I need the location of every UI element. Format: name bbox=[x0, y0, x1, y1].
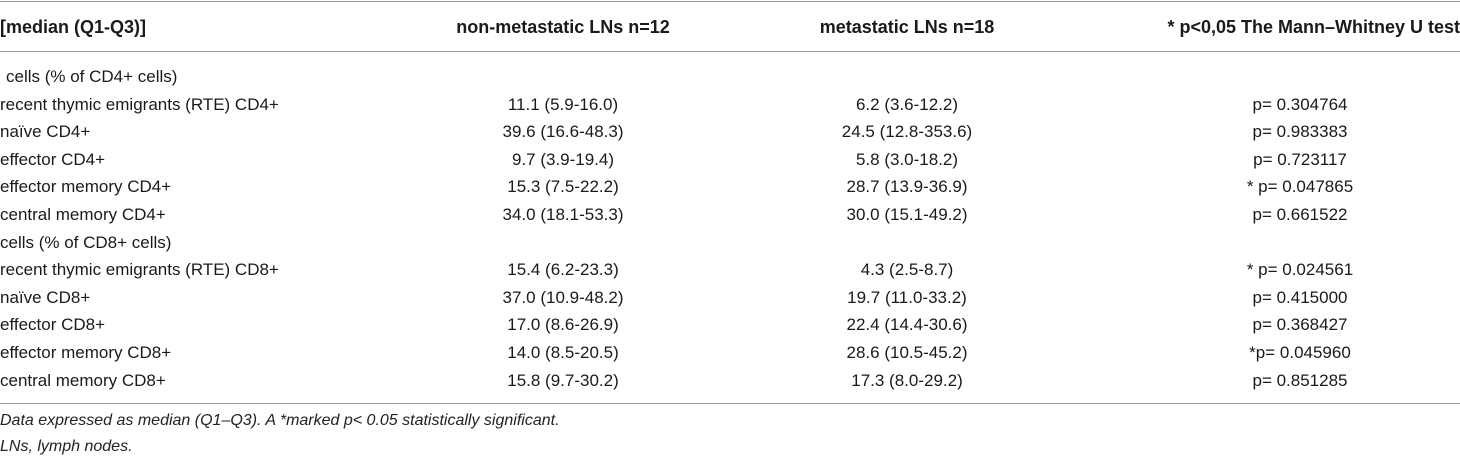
table-row: central memory CD4+ 34.0 (18.1-53.3) 30.… bbox=[0, 201, 1460, 229]
p-value: * p= 0.047865 bbox=[1246, 177, 1354, 197]
table-row: effector memory CD4+ 15.3 (7.5-22.2) 28.… bbox=[0, 173, 1460, 201]
header-median: [median (Q1-Q3)] bbox=[0, 17, 147, 37]
row-label: naïve CD8+ bbox=[0, 287, 91, 307]
non-metastatic-value: 15.4 (6.2-23.3) bbox=[507, 260, 619, 280]
footnote-abbreviation: LNs, lymph nodes. bbox=[0, 438, 133, 455]
metastatic-value: 22.4 (14.4-30.6) bbox=[846, 315, 968, 335]
header-non-metastatic: non-metastatic LNs n=12 bbox=[456, 17, 670, 37]
table-top-rule bbox=[0, 1, 1460, 2]
metastatic-value: 28.7 (13.9-36.9) bbox=[846, 177, 968, 197]
p-value: p= 0.415000 bbox=[1252, 287, 1348, 307]
metastatic-value: 30.0 (15.1-49.2) bbox=[846, 204, 968, 224]
metastatic-value: 4.3 (2.5-8.7) bbox=[860, 260, 954, 280]
non-metastatic-value: 15.8 (9.7-30.2) bbox=[507, 370, 619, 390]
table-body: cells (% of CD4+ cells) recent thymic em… bbox=[0, 63, 1460, 394]
p-value: * p= 0.024561 bbox=[1246, 260, 1354, 280]
metastatic-value: 6.2 (3.6-12.2) bbox=[855, 94, 959, 114]
non-metastatic-value: 37.0 (10.9-48.2) bbox=[502, 287, 624, 307]
non-metastatic-value: 34.0 (18.1-53.3) bbox=[502, 204, 624, 224]
row-label: naïve CD4+ bbox=[0, 122, 91, 142]
row-label: effector memory CD8+ bbox=[0, 342, 172, 362]
non-metastatic-value: 39.6 (16.6-48.3) bbox=[502, 122, 624, 142]
header-rule bbox=[0, 51, 1460, 52]
section-row-cd4: cells (% of CD4+ cells) bbox=[0, 63, 1460, 91]
p-value: *p= 0.045960 bbox=[1249, 342, 1351, 362]
header-p-value: * p<0,05 The Mann–Whitney U test bbox=[1167, 17, 1460, 37]
row-label: recent thymic emigrants (RTE) CD4+ bbox=[0, 94, 279, 114]
table-row: effector memory CD8+ 14.0 (8.5-20.5) 28.… bbox=[0, 339, 1460, 367]
row-label: cells (% of CD8+ cells) bbox=[0, 232, 172, 252]
table-row: central memory CD8+ 15.8 (9.7-30.2) 17.3… bbox=[0, 367, 1460, 395]
metastatic-value: 24.5 (12.8-353.6) bbox=[841, 122, 973, 142]
non-metastatic-value: 11.1 (5.9-16.0) bbox=[507, 94, 619, 114]
non-metastatic-value: 17.0 (8.6-26.9) bbox=[507, 315, 619, 335]
non-metastatic-value: 15.3 (7.5-22.2) bbox=[507, 177, 619, 197]
p-value: p= 0.983383 bbox=[1252, 122, 1348, 142]
non-metastatic-value: 9.7 (3.9-19.4) bbox=[511, 149, 615, 169]
header-metastatic: metastatic LNs n=18 bbox=[819, 17, 995, 37]
p-value: p= 0.851285 bbox=[1252, 370, 1348, 390]
row-label: cells (% of CD4+ cells) bbox=[6, 67, 178, 86]
table-row: recent thymic emigrants (RTE) CD4+ 11.1 … bbox=[0, 91, 1460, 119]
non-metastatic-value: 14.0 (8.5-20.5) bbox=[507, 342, 619, 362]
table-row: effector CD4+ 9.7 (3.9-19.4) 5.8 (3.0-18… bbox=[0, 146, 1460, 174]
metastatic-value: 17.3 (8.0-29.2) bbox=[851, 370, 963, 390]
metastatic-value: 28.6 (10.5-45.2) bbox=[846, 342, 968, 362]
metastatic-value: 5.8 (3.0-18.2) bbox=[855, 149, 959, 169]
table-row: recent thymic emigrants (RTE) CD8+ 15.4 … bbox=[0, 256, 1460, 284]
table-row: effector CD8+ 17.0 (8.6-26.9) 22.4 (14.4… bbox=[0, 311, 1460, 339]
row-label: effector CD8+ bbox=[0, 315, 106, 335]
row-label: effector memory CD4+ bbox=[0, 177, 172, 197]
row-label: central memory CD8+ bbox=[0, 370, 166, 390]
p-value: p= 0.304764 bbox=[1252, 94, 1348, 114]
row-label: central memory CD4+ bbox=[0, 204, 166, 224]
p-value: p= 0.723117 bbox=[1253, 149, 1347, 169]
footnote-data-expressed: Data expressed as median (Q1–Q3). A *mar… bbox=[0, 412, 560, 429]
p-value: p= 0.661522 bbox=[1252, 204, 1348, 224]
table-row: naïve CD4+ 39.6 (16.6-48.3) 24.5 (12.8-3… bbox=[0, 118, 1460, 146]
section-row-cd8: cells (% of CD8+ cells) bbox=[0, 229, 1460, 257]
row-label: recent thymic emigrants (RTE) CD8+ bbox=[0, 260, 279, 280]
p-value: p= 0.368427 bbox=[1252, 315, 1348, 335]
table-bottom-rule bbox=[0, 403, 1460, 404]
metastatic-value: 19.7 (11.0-33.2) bbox=[847, 287, 967, 307]
table-row: naïve CD8+ 37.0 (10.9-48.2) 19.7 (11.0-3… bbox=[0, 284, 1460, 312]
row-label: effector CD4+ bbox=[0, 149, 106, 169]
